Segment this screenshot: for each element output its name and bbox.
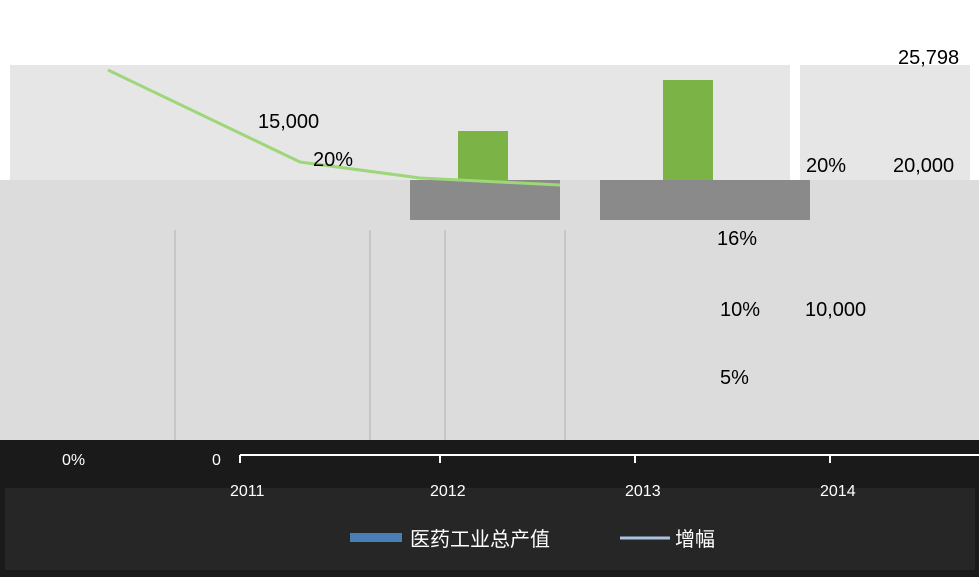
value-label-20pct-right: 20%	[806, 155, 846, 177]
x-tick-labels: 2011 2012 2013 2014	[230, 455, 856, 500]
y-right-ticks: 0% 0	[62, 452, 221, 469]
legend-label-line: 增幅	[675, 527, 715, 551]
y-right-tick-0: 0%	[62, 452, 85, 469]
value-label-15000: 15,000	[258, 111, 319, 133]
bar-2012	[458, 131, 508, 181]
value-labels: 15,000 20% 25,798 20,000 20% 10% 10,000 …	[258, 47, 959, 389]
legend: 医药工业总产值 增幅	[350, 527, 715, 551]
x-tick-label-2011: 2011	[230, 483, 265, 500]
value-label-10pct: 10%	[720, 299, 760, 321]
x-tick-label-2013: 2013	[625, 483, 661, 500]
gridlines	[174, 230, 566, 440]
legend-swatch-bar	[350, 533, 402, 542]
bars-group	[458, 80, 713, 181]
x-tick-label-2014: 2014	[820, 483, 856, 500]
y-left-tick-0: 0	[212, 452, 221, 469]
value-label-25798: 25,798	[898, 47, 959, 69]
legend-label-bar: 医药工业总产值	[410, 527, 550, 551]
growth-line	[107, 68, 561, 187]
value-label-5pct: 5%	[720, 367, 749, 389]
value-label-20pct-mid: 20%	[313, 149, 353, 171]
growth-line-group	[107, 68, 561, 187]
value-label-20000: 20,000	[893, 155, 954, 177]
x-tick-label-2012: 2012	[430, 483, 466, 500]
bar-2013	[663, 80, 713, 180]
value-label-10000: 10,000	[805, 299, 866, 321]
value-label-16pct: 16%	[717, 228, 757, 250]
